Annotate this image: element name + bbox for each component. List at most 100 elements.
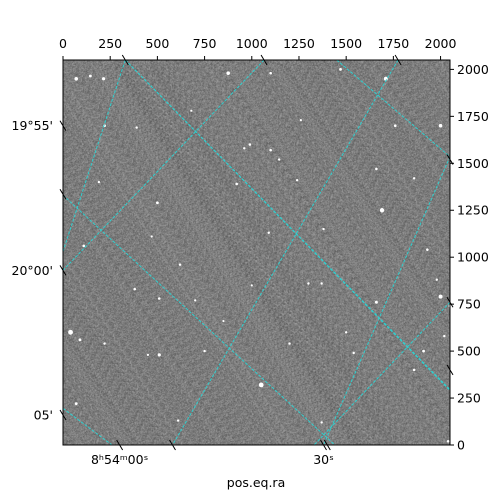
star-source [269,148,272,152]
star-source [235,182,238,186]
star-source [446,439,450,443]
ra-grid-line [336,60,450,158]
y-tick-label: 2000 [457,62,489,77]
pixel-x-axis-top: 0 250 500 750 1000 1250 1500 1750 2000 [59,36,457,60]
dec-grid-line [63,60,265,271]
star-source [352,351,355,355]
star-source [412,177,416,180]
star-source [277,158,281,161]
dec-tick-label: 20°00' [12,263,54,278]
y-tick-label: 1500 [457,156,489,171]
dec-tick-mark [59,265,67,276]
star-source [435,278,438,281]
x-tick-label: 750 [193,36,217,51]
coordinate-grid [63,60,450,445]
x-tick-label: 1500 [330,36,362,51]
y-tick-label: 1250 [457,203,489,218]
sky-image [63,60,450,445]
star-source [339,67,342,71]
star-source [438,123,443,128]
ra-tick-mark [323,439,331,451]
y-tick-label: 500 [457,344,481,359]
star-source [194,299,197,302]
dec-grid-line [124,60,450,391]
dec-tick-mark [59,189,67,200]
star-source [295,178,299,182]
star-source [426,248,429,251]
star-source [155,201,159,205]
star-source [101,77,106,81]
star-source [78,338,82,342]
dec-tick-mark [59,409,67,421]
top-world-tick-mark [394,54,402,66]
star-source [374,300,378,304]
x-tick-label: 500 [145,36,169,51]
star-source [322,227,325,231]
x-tick-label: 0 [59,36,67,51]
star-source [243,147,246,150]
top-world-tick-mark [121,54,129,66]
ra-tick-mark [169,439,176,451]
y-tick-label: 1000 [457,250,489,265]
star-source [307,282,310,285]
star-source [74,76,79,81]
y-tick-label: 0 [457,438,465,453]
right-world-tick-mark [446,154,454,165]
pixel-y-axis-right: 0 250 500 750 1000 1250 1500 1750 2000 [450,62,489,453]
right-world-tick-mark [446,364,454,376]
ra-grid-line [63,60,126,252]
star-source [393,124,397,128]
x-tick-label: 1000 [236,36,268,51]
dec-grid-line [172,60,399,445]
right-world-tick-mark [446,297,454,308]
star-source [178,263,182,266]
star-source [320,421,323,424]
star-source [135,126,138,129]
dec-tick-label: 19°55' [12,118,54,133]
world-coordinate-ticks: 8ʰ54ᵐ00ˢ 30ˢ 19°55' 20°00' 05' [12,54,454,467]
star-source [203,349,206,353]
x-tick-label: 1250 [283,36,315,51]
star-source [82,244,86,248]
star-source [68,329,73,335]
dec-grid-line [323,156,450,445]
star-source [226,71,230,75]
star-source [146,353,150,356]
ra-tick-mark [320,439,327,451]
star-source [379,208,385,213]
star-source [222,319,225,323]
star-source [375,167,378,171]
star-source [320,282,323,285]
star-source [269,71,272,75]
x-axis-title: pos.eq.ra [227,475,285,490]
star-source [88,74,92,78]
y-tick-label: 250 [457,391,481,406]
ra-tick-mark [116,439,124,451]
star-source [74,402,78,406]
ra-grid-line [63,407,113,445]
star-source [150,235,153,238]
star-source [157,297,161,300]
star-source [438,294,443,299]
star-source [190,109,193,112]
star-source [248,143,252,146]
dec-tick-label: 05' [34,407,53,422]
star-source [133,287,137,291]
x-tick-label: 2000 [425,36,457,51]
star-source [157,353,161,357]
top-world-tick-mark [260,54,268,66]
ra-tick-label: 8ʰ54ᵐ00ˢ [91,452,148,467]
sources-layer [68,67,450,443]
star-source [250,284,253,287]
x-tick-label: 250 [98,36,122,51]
star-source [422,349,425,353]
star-source [176,419,180,422]
image-panel [63,60,450,445]
plot-frame [62,59,451,446]
star-source [344,331,348,334]
y-tick-label: 1750 [457,109,489,124]
ra-tick-label: 30ˢ [313,452,334,467]
star-source [97,180,101,184]
star-source [267,231,270,234]
